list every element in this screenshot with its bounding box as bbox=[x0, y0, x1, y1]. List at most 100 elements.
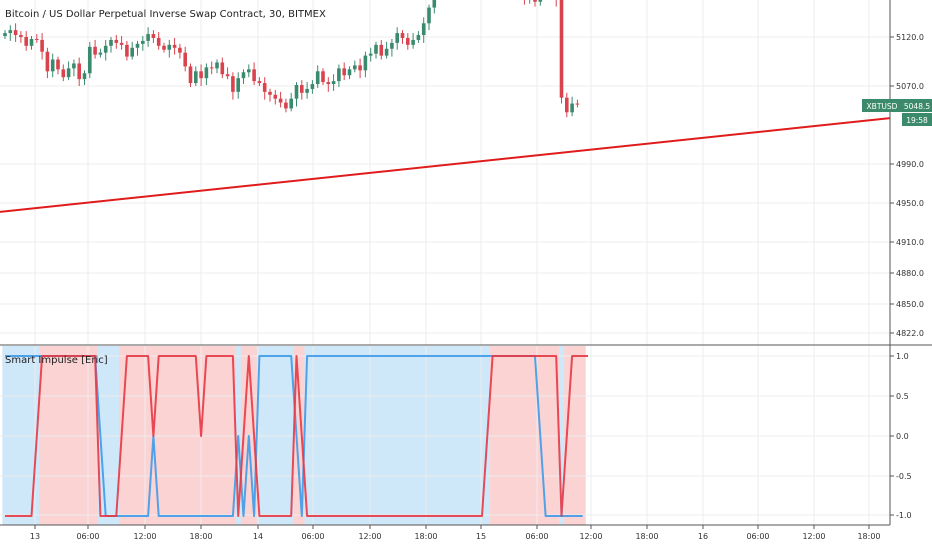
candle-body bbox=[103, 45, 108, 53]
candle-body bbox=[400, 33, 405, 38]
candle-body bbox=[231, 76, 235, 92]
candle-body bbox=[395, 33, 399, 43]
candle-body bbox=[384, 48, 389, 56]
candle-body bbox=[278, 98, 283, 103]
indicator-tick-label: -1.0 bbox=[896, 511, 912, 520]
candle-body bbox=[289, 98, 293, 109]
impulse-bull-line bbox=[5, 355, 583, 517]
candle-body bbox=[252, 69, 256, 82]
candle-body bbox=[347, 69, 352, 76]
candle-body bbox=[257, 81, 262, 84]
candle-body bbox=[331, 81, 336, 85]
price-tick-label: 4910.0 bbox=[896, 238, 924, 247]
candle-body bbox=[220, 62, 225, 75]
candle-body bbox=[565, 97, 569, 113]
candle-body bbox=[114, 39, 119, 43]
price-tick-label: 5120.0 bbox=[896, 33, 924, 42]
candle-body bbox=[559, 0, 564, 98]
candle-body bbox=[45, 51, 50, 72]
candle-body bbox=[8, 30, 13, 34]
price-tick-label: 4990.0 bbox=[896, 160, 924, 169]
candle-body bbox=[268, 91, 272, 95]
candle-body bbox=[188, 66, 193, 84]
candle-body bbox=[167, 44, 172, 50]
candle-body bbox=[284, 102, 288, 109]
candle-body bbox=[416, 35, 421, 40]
candle-body bbox=[66, 68, 71, 78]
candle-body bbox=[72, 63, 76, 69]
candle-body bbox=[146, 34, 150, 41]
candle-body bbox=[411, 39, 415, 45]
price-tick-label: 4822.0 bbox=[896, 329, 924, 338]
price-tick-label: 4850.0 bbox=[896, 300, 924, 309]
candle-body bbox=[368, 53, 373, 56]
price-badge-label: 5048.5 bbox=[904, 102, 930, 111]
time-tick-label: 15 bbox=[476, 532, 486, 541]
price-tick-label: 4880.0 bbox=[896, 269, 924, 278]
candle-body bbox=[119, 42, 124, 45]
candle-body bbox=[13, 30, 18, 36]
countdown-badge bbox=[902, 113, 932, 126]
candle-body bbox=[358, 65, 362, 71]
candle-body bbox=[247, 69, 251, 73]
candle-body bbox=[93, 46, 97, 55]
indicator-tick-label: 0.0 bbox=[896, 432, 909, 441]
trendline bbox=[0, 117, 891, 213]
candle-body bbox=[183, 52, 187, 67]
candle-body bbox=[427, 7, 431, 24]
candle-body bbox=[135, 43, 140, 48]
candle-body bbox=[570, 103, 574, 113]
candle-body bbox=[321, 71, 325, 83]
time-tick-label: 12:00 bbox=[133, 532, 156, 541]
time-tick-label: 16 bbox=[698, 532, 708, 541]
candle-body bbox=[130, 47, 134, 57]
candle-body bbox=[35, 38, 39, 40]
time-tick-label: 06:00 bbox=[301, 532, 324, 541]
time-tick-label: 12:00 bbox=[579, 532, 602, 541]
candle-body bbox=[61, 69, 66, 78]
candle-body bbox=[125, 44, 129, 57]
candle-body bbox=[204, 67, 209, 79]
candle-body bbox=[19, 35, 23, 37]
candle-body bbox=[236, 78, 240, 92]
candle-body bbox=[40, 39, 44, 52]
candle-body bbox=[178, 47, 182, 53]
time-tick-label: 12:00 bbox=[358, 532, 381, 541]
candle-body bbox=[390, 42, 394, 49]
candle-body bbox=[156, 37, 161, 46]
indicator-title: Smart Impulse [Eric] bbox=[5, 355, 108, 366]
indicator-tick-label: 1.0 bbox=[896, 352, 909, 361]
candle-body bbox=[379, 44, 384, 56]
candle-body bbox=[98, 52, 103, 55]
candle-body bbox=[337, 68, 341, 82]
time-tick-label: 18:00 bbox=[635, 532, 658, 541]
candle-body bbox=[56, 59, 60, 70]
candle-body bbox=[305, 88, 309, 93]
candle-body bbox=[209, 67, 214, 69]
candle-body bbox=[294, 85, 299, 99]
candle-body bbox=[353, 65, 357, 70]
candle-body bbox=[225, 74, 230, 77]
price-badge bbox=[902, 99, 932, 112]
candle-body bbox=[421, 23, 426, 36]
candle-body bbox=[342, 68, 346, 76]
candle-body bbox=[374, 44, 378, 54]
time-tick-label: 13 bbox=[30, 532, 40, 541]
candle-body bbox=[194, 71, 198, 84]
time-tick-label: 06:00 bbox=[76, 532, 99, 541]
candle-body bbox=[215, 62, 219, 69]
candle-body bbox=[310, 84, 315, 89]
candle-body bbox=[88, 46, 92, 74]
candle-body bbox=[3, 33, 7, 37]
candle-body bbox=[24, 37, 28, 46]
time-tick-label: 12:00 bbox=[802, 532, 825, 541]
price-tick-label: 4950.0 bbox=[896, 199, 924, 208]
candle-body bbox=[363, 55, 368, 71]
impulse-bear-line bbox=[5, 355, 588, 517]
candle-body bbox=[50, 59, 55, 72]
symbol-badge bbox=[862, 99, 902, 112]
candle-body bbox=[575, 103, 580, 105]
indicator-tick-label: -0.5 bbox=[896, 472, 912, 481]
time-tick-label: 06:00 bbox=[746, 532, 769, 541]
